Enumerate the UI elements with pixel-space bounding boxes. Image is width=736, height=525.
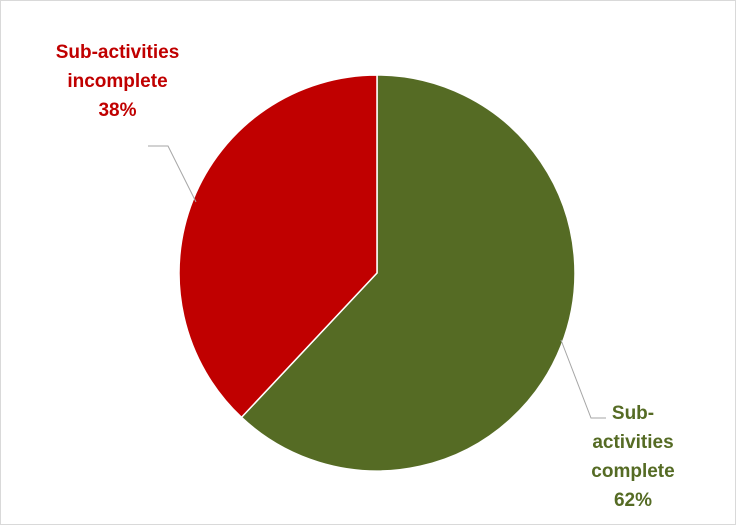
slice-label-complete: Sub- activities complete 62% xyxy=(570,399,696,515)
pie-slices xyxy=(178,74,576,472)
slice-label-complete-line-3: complete xyxy=(591,461,675,482)
slice-label-complete-percent: 62% xyxy=(613,490,653,511)
slice-label-incomplete: Sub-activities incomplete 38% xyxy=(20,38,215,125)
pie-slice-incomplete xyxy=(178,74,378,419)
pie-slice-complete xyxy=(240,74,576,472)
slice-label-incomplete-line-2: incomplete xyxy=(67,71,168,92)
slice-label-complete-line-1: Sub- xyxy=(611,403,655,424)
slice-label-incomplete-line-1: Sub-activities xyxy=(55,42,180,63)
slice-label-complete-line-2: activities xyxy=(592,432,674,453)
slice-label-incomplete-percent: 38% xyxy=(98,100,137,121)
leader-line-complete xyxy=(560,339,606,419)
leader-line-incomplete xyxy=(148,145,197,203)
